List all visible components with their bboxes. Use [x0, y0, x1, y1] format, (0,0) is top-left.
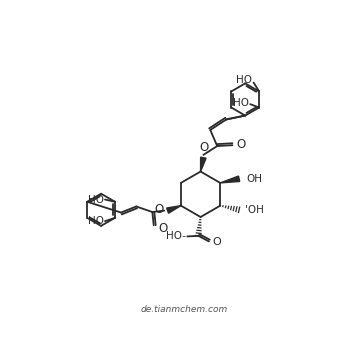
Text: HO: HO [233, 98, 249, 108]
Text: HO: HO [87, 216, 104, 226]
Text: O: O [154, 203, 164, 216]
Text: O: O [199, 141, 208, 154]
Polygon shape [220, 176, 240, 183]
Text: OH: OH [246, 174, 262, 184]
Text: HO-: HO- [166, 231, 186, 242]
Polygon shape [167, 206, 181, 213]
Text: O: O [159, 222, 168, 235]
Text: O: O [236, 139, 246, 152]
Polygon shape [201, 157, 206, 172]
Text: O: O [213, 237, 221, 247]
Text: de.tianmchem.com: de.tianmchem.com [141, 305, 228, 314]
Text: HO: HO [87, 194, 104, 204]
Text: 'OH: 'OH [245, 205, 264, 215]
Text: HO: HO [236, 75, 252, 85]
